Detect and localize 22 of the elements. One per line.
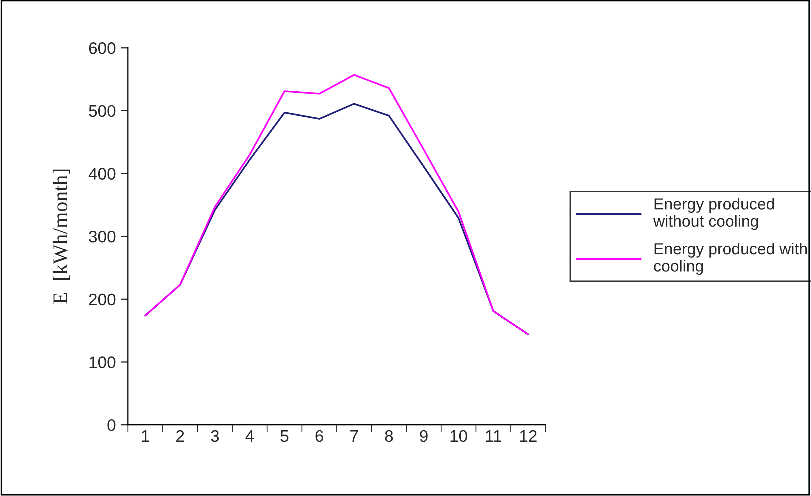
y-tick-label: 600	[89, 42, 116, 54]
legend-label: Energy produced with cooling	[654, 242, 808, 276]
x-tick-label: 11	[486, 430, 502, 442]
y-tick-label: 100	[90, 356, 116, 368]
y-tick-label: 200	[89, 294, 116, 306]
x-tick-label: 1	[142, 430, 150, 442]
x-tick-label: 6	[316, 430, 324, 442]
y-tick-label: 400	[88, 168, 116, 180]
x-tick-label: 5	[280, 430, 289, 442]
y-tick-label: 500	[89, 105, 116, 118]
x-tick-label: 10	[450, 430, 468, 442]
x-tick-label: 12	[520, 430, 537, 442]
x-tick-label: 3	[211, 430, 220, 442]
x-tick-label: 7	[350, 430, 358, 442]
x-tick-label: 8	[385, 430, 394, 442]
y-tick-label: 300	[89, 230, 116, 243]
y-tick-label: 0	[108, 419, 116, 432]
x-tick-label: 2	[176, 430, 184, 442]
y-axis-title: E [kWh/month]	[52, 170, 70, 304]
legend-label: Energy produced without cooling	[654, 198, 774, 230]
x-tick-label: 9	[420, 430, 428, 442]
x-tick-label: 4	[246, 430, 254, 442]
